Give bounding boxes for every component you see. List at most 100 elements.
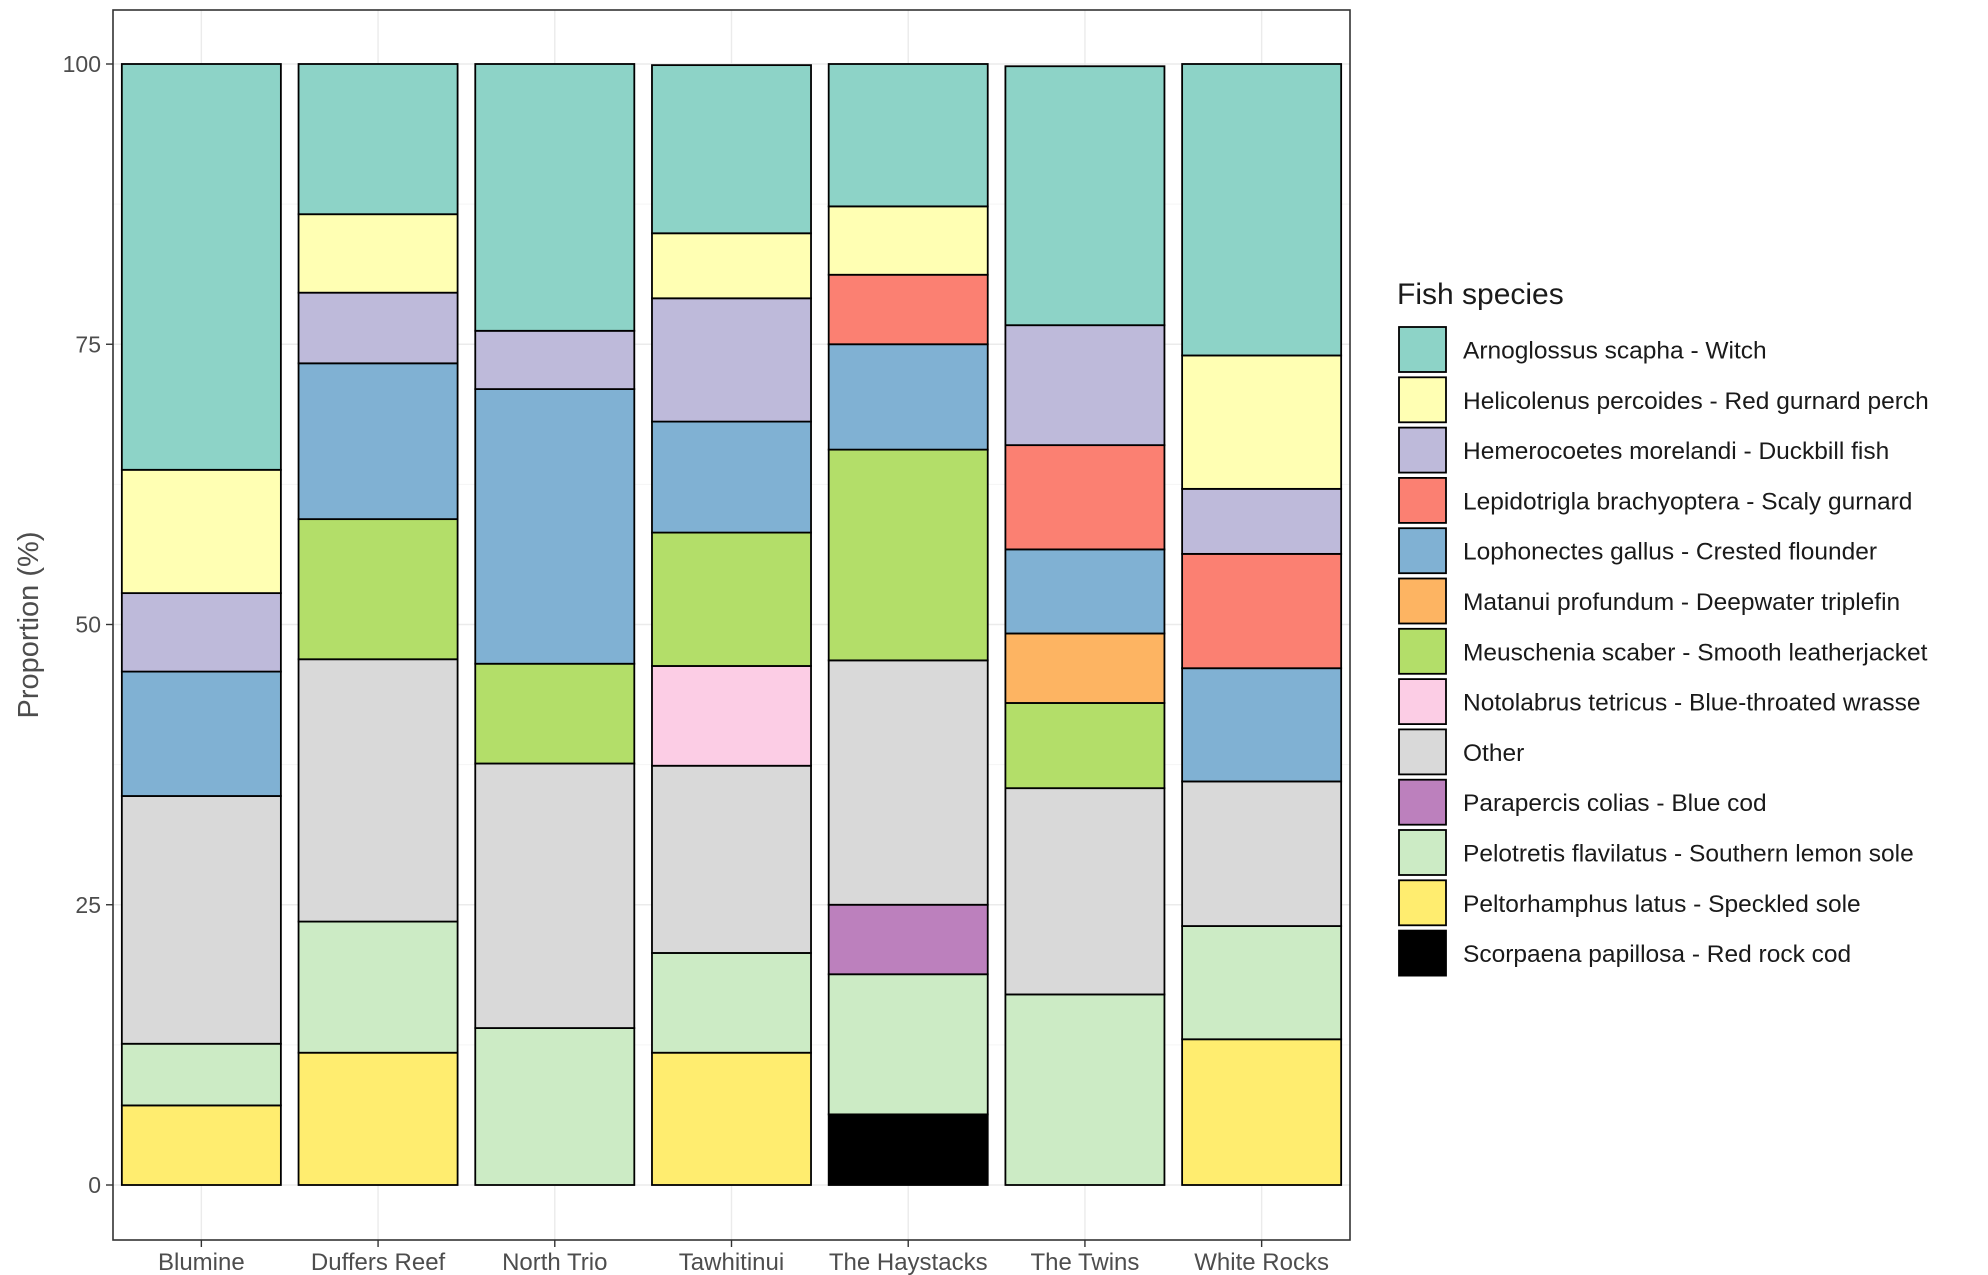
bar-segment: [1181, 780, 1343, 927]
x-tick-label: The Twins: [1030, 1249, 1139, 1275]
legend-label: Hemerocoetes morelandi - Duckbill fish: [1463, 438, 1889, 465]
bar-segment: [297, 63, 459, 216]
bar-segment: [474, 662, 636, 765]
bar-segment: [1004, 65, 1166, 327]
x-tick-label: The Haystacks: [829, 1249, 988, 1275]
bar-segment: [1004, 993, 1166, 1186]
bar-segment: [651, 952, 812, 1054]
legend-key: [1398, 678, 1447, 725]
bar-segment: [1004, 702, 1166, 790]
legend: Fish species Arnoglossus scapha - Witch H…: [1397, 278, 1929, 977]
bar-segment: [297, 213, 459, 294]
bar-segment: [1181, 925, 1343, 1041]
legend-label: Parapercis colias - Blue cod: [1463, 790, 1767, 817]
legend-label: Lophonectes gallus - Crested flounder: [1463, 539, 1877, 566]
legend-key: [1398, 728, 1447, 776]
bar-segment: [651, 297, 812, 423]
y-tick-label: 100: [63, 51, 101, 77]
bar-segment: [827, 63, 989, 208]
bar-segment: [297, 518, 459, 661]
bar-segment: [297, 291, 459, 365]
y-axis-label: Proportion (%): [13, 532, 45, 719]
bar-segment: [651, 665, 812, 767]
legend-label: Pelotretis flavilatus - Southern lemon s…: [1463, 841, 1914, 868]
bar-segment: [827, 273, 989, 346]
bar-segment: [474, 1027, 636, 1186]
bar-segment: [827, 659, 989, 906]
bar-segment: [827, 903, 989, 976]
bar-segment: [651, 1051, 812, 1186]
bar-segment: [297, 658, 459, 923]
bar-segment: [1004, 324, 1166, 447]
legend-key: [1398, 476, 1447, 524]
legend-key: [1398, 829, 1447, 876]
legend-key: [1398, 778, 1447, 826]
legend-label: Helicolenus percoides - Red gurnard perc…: [1463, 388, 1929, 415]
legend-label: Notolabrus tetricus - Blue-throated wras…: [1463, 690, 1921, 717]
bar-segment: [297, 1051, 459, 1186]
bar-segment: [120, 795, 282, 1045]
bar-segment: [297, 920, 459, 1054]
bar-segment: [651, 420, 812, 534]
bar-segment: [474, 762, 636, 1029]
bar-segment: [1181, 552, 1343, 670]
y-tick-label: 0: [88, 1172, 101, 1198]
y-tick-label: 25: [75, 892, 101, 918]
bar-segment: [1181, 1038, 1343, 1186]
legend-label: Arnoglossus scapha - Witch: [1463, 338, 1767, 365]
bar-segment: [651, 531, 812, 667]
legend-key: [1398, 326, 1447, 373]
legend-title: Fish species: [1397, 278, 1564, 311]
legend-label: Peltorhamphus latus - Speckled sole: [1463, 891, 1861, 918]
bar-segment: [651, 764, 812, 954]
bar-segment: [827, 205, 989, 276]
bar-segment: [827, 343, 989, 451]
legend-key: [1398, 577, 1447, 625]
bar-segment: [1181, 63, 1343, 357]
y-tick-label: 50: [75, 612, 101, 638]
bar-segment: [120, 592, 282, 673]
bar-segment: [827, 1113, 989, 1186]
legend-label: Lepidotrigla brachyoptera - Scaly gurnar…: [1463, 488, 1912, 515]
bar-segment: [474, 63, 636, 332]
bar-segment: [651, 64, 812, 235]
bar-segment: [1004, 444, 1166, 551]
bar-segment: [120, 63, 282, 471]
y-tick-label: 75: [75, 331, 101, 357]
x-tick-label: Tawhitinui: [679, 1249, 784, 1275]
legend-label: Meuschenia scaber - Smooth leatherjacket: [1463, 639, 1928, 666]
bar-segment: [1181, 487, 1343, 555]
bar-segment: [474, 388, 636, 665]
bar-segment: [120, 1104, 282, 1186]
bar-segment: [1004, 548, 1166, 635]
legend-key: [1398, 527, 1447, 575]
x-axis: Blumine Duffers Reef North Trio Tawhitinui T…: [158, 1240, 1329, 1275]
bar-segment: [474, 329, 636, 390]
x-tick-label: Blumine: [158, 1249, 245, 1275]
y-axis: 0 25 50 75 100: [63, 51, 113, 1198]
bar-segment: [651, 232, 812, 300]
x-tick-label: White Rocks: [1194, 1249, 1329, 1275]
bar-segment: [1004, 632, 1166, 704]
bar-segment: [827, 448, 989, 662]
bar-segment: [120, 670, 282, 797]
bar-segment: [120, 1042, 282, 1107]
bar-segment: [120, 468, 282, 595]
legend-label: Matanui profundum - Deepwater triplefin: [1463, 589, 1900, 616]
bar-segment: [1181, 667, 1343, 783]
x-tick-label: North Trio: [502, 1249, 607, 1275]
bars-layer: [120, 63, 1343, 1186]
legend-key: [1398, 879, 1447, 927]
legend-key: [1398, 627, 1447, 675]
legend-key: [1398, 426, 1447, 474]
x-tick-label: Duffers Reef: [311, 1249, 446, 1275]
legend-label: Other: [1463, 740, 1524, 767]
bar-segment: [1004, 787, 1166, 996]
legend-label: Scorpaena papillosa - Red rock cod: [1463, 941, 1851, 968]
bar-segment: [1181, 354, 1343, 490]
legend-key: [1398, 376, 1447, 424]
bar-segment: [827, 973, 989, 1116]
bar-segment: [297, 362, 459, 521]
